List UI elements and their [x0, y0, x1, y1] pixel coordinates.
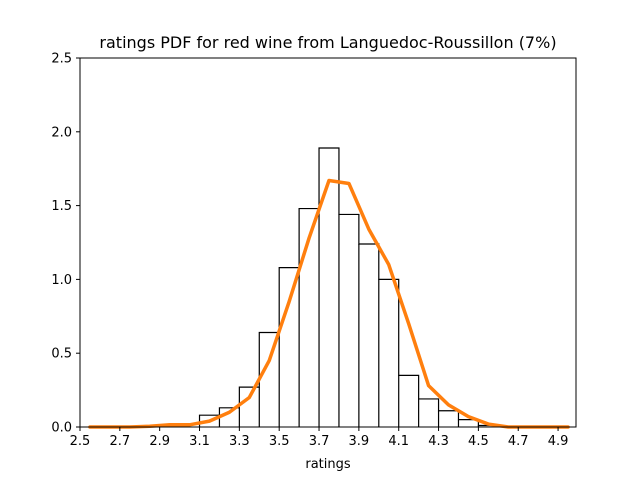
- x-tick-label: 3.5: [269, 434, 290, 449]
- x-tick-label: 4.9: [548, 434, 569, 449]
- x-tick-label: 3.9: [349, 434, 370, 449]
- y-tick-label: 0.5: [51, 347, 72, 362]
- y-tick-label: 1.0: [51, 273, 72, 288]
- plot-area: [88, 147, 570, 429]
- x-tick-label: 4.5: [468, 434, 489, 449]
- density-line: [88, 178, 570, 429]
- plot-frame: [79, 57, 577, 428]
- x-tick-label: 2.9: [149, 434, 170, 449]
- x-tick-label: 2.7: [109, 434, 130, 449]
- axes: 2.5 2.7 2.9 3.1 3.3 3.5 3.7 3.9 4.1 4.3 4.5 4.7 4.9 0…: [51, 52, 568, 450]
- y-tick-label: 0.0: [51, 421, 72, 436]
- x-tick-label: 4.1: [388, 434, 409, 449]
- y-tick-label: 2.0: [51, 125, 72, 140]
- x-tick-label: 4.7: [508, 434, 529, 449]
- x-axis-label: ratings: [305, 457, 351, 472]
- x-tick-label: 4.3: [428, 434, 449, 449]
- histogram-outline: [198, 147, 499, 427]
- x-tick-label: 3.1: [189, 434, 210, 449]
- x-tick-label: 3.3: [229, 434, 250, 449]
- x-tick-label: 3.7: [309, 434, 330, 449]
- y-tick-label: 2.5: [51, 52, 72, 67]
- chart-title: ratings PDF for red wine from Languedoc-…: [99, 33, 556, 52]
- x-tick-label: 2.5: [70, 434, 91, 449]
- y-tick-label: 1.5: [51, 199, 72, 214]
